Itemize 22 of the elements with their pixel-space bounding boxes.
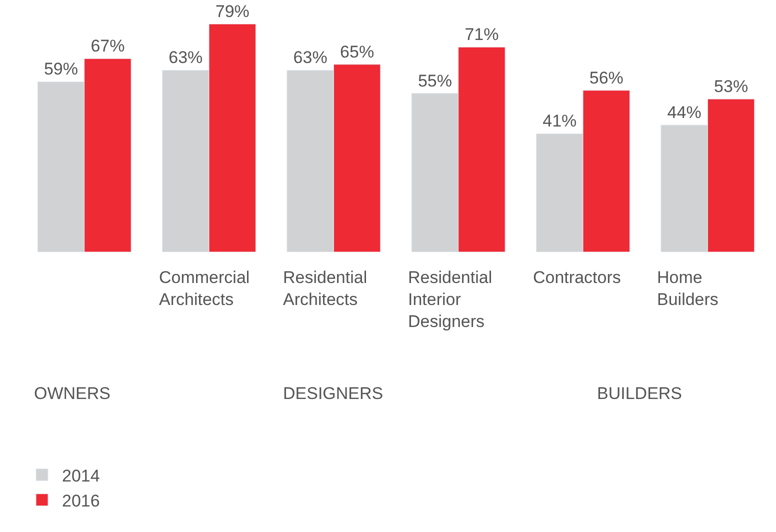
data-label: 63% xyxy=(168,48,203,68)
data-label: 56% xyxy=(589,68,624,88)
data-label: 67% xyxy=(90,36,125,56)
x-tick-label: Contractors xyxy=(533,268,621,287)
data-label: 44% xyxy=(667,103,702,122)
x-tick-label: Commercial Architects xyxy=(159,268,250,310)
x-tick-label: Residential Interior Designers xyxy=(408,268,492,332)
data-label: 65% xyxy=(340,42,374,62)
text: OWNERS xyxy=(34,384,110,403)
data-label: 59% xyxy=(44,60,78,79)
x-tick-label: Home Builders xyxy=(657,268,718,310)
data-label: 53% xyxy=(714,77,748,96)
text: DESIGNERS xyxy=(283,384,384,403)
legend-label: 2016 xyxy=(62,491,100,510)
data-label: 79% xyxy=(215,2,250,21)
data-label: 55% xyxy=(418,71,452,90)
data-label: 41% xyxy=(542,112,577,131)
legend-label: 2014 xyxy=(62,466,100,486)
text: BUILDERS xyxy=(597,384,682,403)
x-tick-label: Residential Architects xyxy=(283,268,368,310)
data-label: 71% xyxy=(464,25,499,44)
data-label: 63% xyxy=(293,48,328,68)
